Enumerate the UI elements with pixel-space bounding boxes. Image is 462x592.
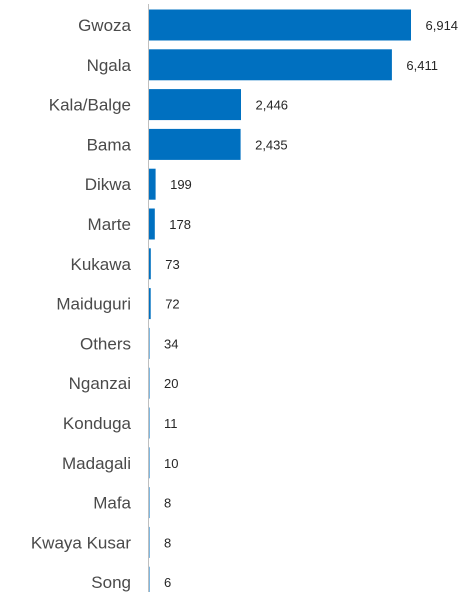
value-label: 2,446 <box>256 98 289 113</box>
bar <box>148 128 241 160</box>
category-label: Marte <box>88 215 131 234</box>
category-label: Nganzai <box>69 374 131 393</box>
value-label: 6,914 <box>426 18 459 33</box>
category-label: Kala/Balge <box>49 96 131 115</box>
category-label: Gwoza <box>78 16 131 35</box>
bar <box>148 9 411 41</box>
value-label: 8 <box>164 496 171 511</box>
category-label: Dikwa <box>85 175 132 194</box>
category-labels-group: Gwoza Ngala Kala/Balge Bama Dikwa Marte Kukawa… <box>31 16 132 592</box>
category-label: Madagali <box>62 454 131 473</box>
bar <box>148 288 151 320</box>
category-label: Song <box>91 573 131 592</box>
category-label: Ngala <box>87 56 132 75</box>
category-label: Mafa <box>93 494 131 513</box>
category-label: Bama <box>87 135 132 154</box>
value-label: 178 <box>169 217 191 232</box>
category-label: Kwaya Kusar <box>31 533 131 552</box>
value-label: 73 <box>165 257 179 272</box>
bar <box>148 208 155 240</box>
value-label: 34 <box>164 336 178 351</box>
value-label: 72 <box>165 297 179 312</box>
value-label: 6,411 <box>406 58 438 73</box>
bar <box>148 248 151 280</box>
value-label: 2,435 <box>255 137 288 152</box>
category-label: Others <box>80 334 131 353</box>
value-label: 11 <box>164 416 178 431</box>
bars-group <box>148 9 411 592</box>
bar <box>148 168 156 200</box>
value-label: 20 <box>164 376 178 391</box>
bar <box>148 89 241 121</box>
value-label: 199 <box>170 177 192 192</box>
category-label: Maiduguri <box>56 295 131 314</box>
value-label: 6 <box>164 575 171 590</box>
bar <box>148 49 392 81</box>
category-label: Kukawa <box>71 255 132 274</box>
category-label: Konduga <box>63 414 132 433</box>
value-label: 10 <box>164 456 178 471</box>
value-label: 8 <box>164 535 171 550</box>
value-labels-group: 6,914 6,411 2,446 2,435 199 178 73 72 34 20 11 10 8 8… <box>164 18 458 590</box>
